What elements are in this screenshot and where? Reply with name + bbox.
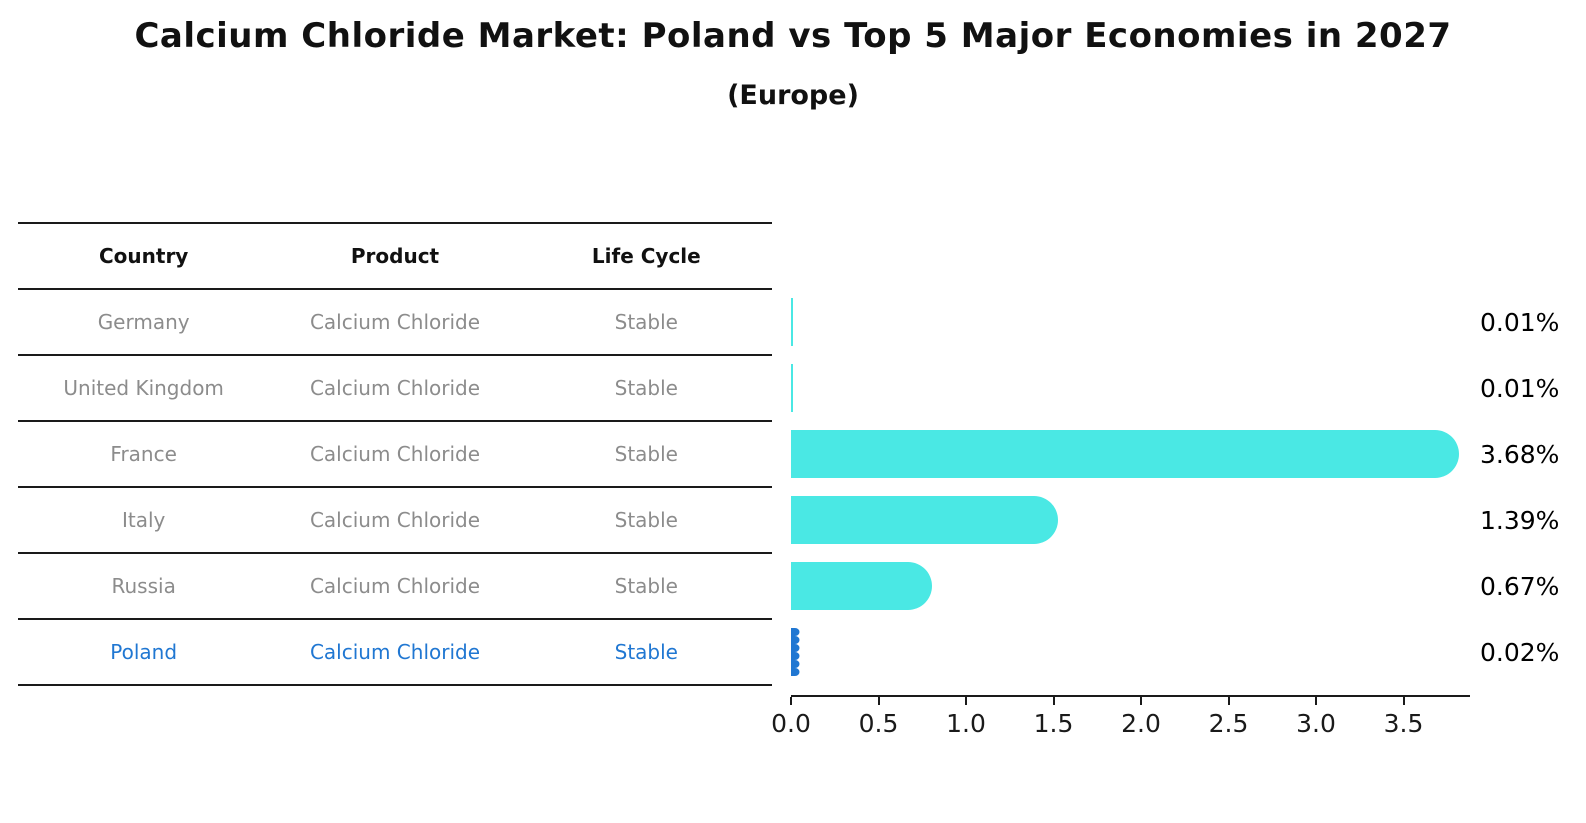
value-label-row: 1.39%	[1480, 487, 1580, 553]
product-cell: Calcium Chloride	[309, 310, 481, 334]
bar-russia	[791, 562, 933, 610]
life-cycle-cell: Stable	[614, 442, 678, 466]
product-cell: Calcium Chloride	[309, 640, 481, 664]
life-cycle-cell: Stable	[614, 310, 678, 334]
tick-mark	[1140, 697, 1142, 705]
tick-mark	[1227, 697, 1230, 705]
bar-united-kingdom	[791, 364, 793, 412]
tick-label: 1.0	[946, 709, 986, 738]
bar-poland-highlight	[791, 628, 800, 676]
product-cell: Calcium Chloride	[309, 376, 481, 400]
value-label-poland: 0.02%	[1480, 637, 1560, 667]
value-label-italy: 1.39%	[1480, 505, 1560, 535]
bar-row-united-kingdom	[791, 355, 1491, 421]
value-label-row: 0.01%	[1480, 355, 1580, 421]
column-header-country: Country	[98, 244, 189, 268]
product-cell: Calcium Chloride	[309, 508, 481, 532]
bar-plot-area	[791, 289, 1491, 685]
tick-label: 0.0	[771, 709, 811, 738]
bar-row-italy	[791, 487, 1491, 553]
tick-mark	[790, 697, 792, 705]
table-row-united-kingdom: United Kingdom Calcium Chloride Stable	[18, 356, 772, 422]
x-axis: 0.0 0.5 1.0 1.5 2.0 2.5 3.0 3.5	[771, 697, 1470, 747]
value-label-france: 3.68%	[1480, 439, 1560, 469]
tick-label: 3.5	[1383, 709, 1424, 738]
bar-italy	[791, 496, 1059, 544]
value-label-row: 0.01%	[1480, 289, 1580, 355]
bar-row-poland	[791, 619, 1491, 685]
value-labels-column: 0.01% 0.01% 3.68% 1.39% 0.67% 0.02%	[1480, 289, 1580, 685]
tick-mark	[965, 697, 967, 705]
country-cell: Poland	[110, 640, 178, 664]
tick-mark	[1315, 697, 1317, 705]
bar-row-russia	[791, 553, 1491, 619]
value-label-row: 3.68%	[1480, 421, 1580, 487]
column-header-product: Product	[350, 244, 440, 268]
tick-mark	[877, 697, 880, 705]
bar-france	[791, 430, 1459, 478]
bar-row-france	[791, 421, 1491, 487]
life-cycle-cell: Stable	[614, 376, 678, 400]
country-cell: Italy	[121, 508, 166, 532]
bar-row-germany	[791, 289, 1491, 355]
value-label-row: 0.67%	[1480, 553, 1580, 619]
chart-title: Calcium Chloride Market: Poland vs Top 5…	[134, 16, 1452, 56]
country-cell: United Kingdom	[63, 376, 224, 400]
column-header-life-cycle: Life Cycle	[591, 244, 701, 268]
value-label-germany: 0.01%	[1480, 307, 1560, 337]
table-row-russia: Russia Calcium Chloride Stable	[18, 554, 772, 620]
value-label-united-kingdom: 0.01%	[1480, 373, 1560, 403]
chart-subtitle: (Europe)	[727, 80, 859, 111]
tick-label: 2.5	[1208, 709, 1249, 738]
tick-label: 3.0	[1296, 709, 1336, 738]
country-cell: France	[110, 442, 177, 466]
table-row-poland-highlighted: Poland Calcium Chloride Stable	[18, 620, 772, 686]
value-label-russia: 0.67%	[1480, 571, 1560, 601]
tick-mark	[1402, 697, 1405, 705]
country-cell: Russia	[111, 574, 176, 598]
life-cycle-cell: Stable	[614, 508, 678, 532]
table-header-row: Country Product Life Cycle	[18, 224, 772, 290]
table-row-italy: Italy Calcium Chloride Stable	[18, 488, 772, 554]
life-cycle-cell: Stable	[614, 574, 678, 598]
tick-mark	[1052, 697, 1055, 705]
country-table: Country Product Life Cycle Germany Calci…	[18, 222, 772, 686]
product-cell: Calcium Chloride	[309, 442, 481, 466]
country-cell: Germany	[97, 310, 190, 334]
product-cell: Calcium Chloride	[309, 574, 481, 598]
value-label-row: 0.02%	[1480, 619, 1580, 685]
tick-label: 2.0	[1121, 709, 1161, 738]
bar-germany	[791, 298, 793, 346]
tick-label: 0.5	[858, 709, 899, 738]
table-row-france: France Calcium Chloride Stable	[18, 422, 772, 488]
life-cycle-cell: Stable	[614, 640, 678, 664]
x-axis-line	[791, 695, 1470, 697]
table-row-germany: Germany Calcium Chloride Stable	[18, 290, 772, 356]
tick-label: 1.5	[1033, 709, 1074, 738]
